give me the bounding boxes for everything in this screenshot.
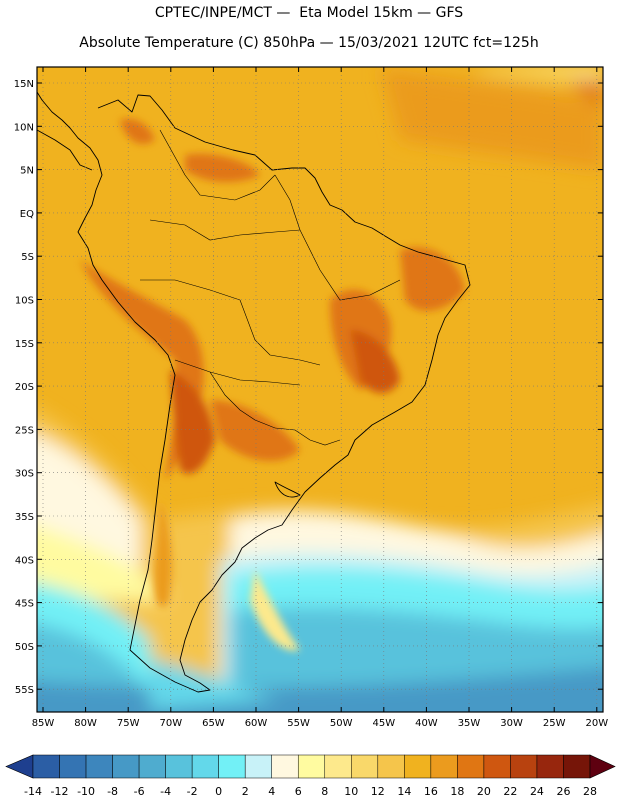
lat-label: 15N [14, 79, 34, 90]
colorbar-label: 2 [242, 785, 249, 798]
colorbar-label: 20 [477, 785, 491, 798]
lat-label: 55S [15, 685, 34, 696]
colorbar-label: 16 [424, 785, 438, 798]
colorbar [5, 754, 616, 779]
colorbar-swatch [483, 754, 511, 779]
lon-label: 35W [458, 718, 481, 729]
longitude-labels: 85W 80W 75W 70W 65W 60W 55W 50W 45W 40W 35W 30W 25W 2… [32, 718, 609, 729]
lon-label: 20W [585, 718, 608, 729]
colorbar-labels: -14 -12 -10 -8 -6 -4 -2 0 2 4 6 8 10 12 14 16 18 20 22 24 26… [24, 785, 597, 798]
colorbar-label: 8 [321, 785, 328, 798]
lat-label: 25S [15, 425, 34, 436]
lon-label: 50W [330, 718, 353, 729]
colorbar-swatch [297, 754, 326, 779]
lon-label: 65W [202, 718, 225, 729]
colorbar-label: -6 [134, 785, 145, 798]
lon-label: 85W [32, 718, 55, 729]
colorbar-label: 18 [450, 785, 464, 798]
colorbar-swatch [563, 754, 591, 779]
lat-label: 35S [15, 512, 34, 523]
colorbar-label: 24 [530, 785, 544, 798]
title-line-1: CPTEC/INPE/MCT — Eta Model 15km — GFS [154, 5, 464, 21]
colorbar-swatch [404, 754, 432, 779]
colorbar-swatch [165, 754, 193, 779]
colorbar-swatch [112, 754, 140, 779]
latitude-labels: 15N 10N 5N EQ 5S 10S 15S 20S 25S 30S 35S 40S 45S 50S 5… [14, 79, 34, 696]
lat-label: 5S [21, 252, 34, 263]
lat-label: EQ [20, 209, 34, 220]
lon-label: 30W [500, 718, 523, 729]
lon-label: 55W [287, 718, 310, 729]
lat-label: 15S [15, 339, 34, 350]
colorbar-label: -8 [107, 785, 118, 798]
lat-label: 45S [15, 599, 34, 610]
lon-label: 45W [372, 718, 395, 729]
colorbar-label: -10 [77, 785, 95, 798]
lon-label: 70W [159, 718, 182, 729]
country-borders [140, 129, 401, 446]
lat-label: 10S [15, 296, 34, 307]
colorbar-label: -4 [160, 785, 171, 798]
colorbar-label: 12 [371, 785, 385, 798]
lon-label: 60W [245, 718, 268, 729]
colorbar-swatch [85, 754, 113, 779]
lon-label: 75W [117, 718, 140, 729]
colorbar-label: 6 [295, 785, 302, 798]
colorbar-swatch [510, 754, 538, 779]
colorbar-swatch [59, 754, 87, 779]
lon-label: 40W [415, 718, 438, 729]
coastline [37, 91, 471, 693]
lat-label: 5N [20, 166, 34, 177]
lat-label: 40S [15, 555, 34, 566]
colorbar-swatch [271, 754, 299, 779]
colorbar-label: 0 [215, 785, 222, 798]
colorbar-label: 14 [397, 785, 411, 798]
colorbar-left-arrow [5, 754, 34, 779]
colorbar-label: -12 [51, 785, 69, 798]
colorbar-swatch [191, 754, 219, 779]
colorbar-swatch [218, 754, 246, 779]
colorbar-swatch [430, 754, 458, 779]
lon-label: 80W [74, 718, 97, 729]
axis-ticks [37, 67, 603, 712]
colorbar-label: -2 [187, 785, 198, 798]
colorbar-swatch [138, 754, 166, 779]
colorbar-swatch [32, 754, 60, 779]
colorbar-label: 28 [583, 785, 597, 798]
colorbar-swatch [351, 754, 379, 779]
colorbar-label: 26 [556, 785, 570, 798]
lat-label: 10N [14, 122, 34, 133]
colorbar-label: 10 [344, 785, 358, 798]
colorbar-swatch [244, 754, 272, 779]
colorbar-swatch [377, 754, 405, 779]
lat-label: 50S [15, 642, 34, 653]
map-frame [36, 66, 604, 713]
lat-label: 20S [15, 382, 34, 393]
colorbar-right-arrow [589, 754, 616, 779]
title-line-2: Absolute Temperature (C) 850hPa — 15/03/… [79, 35, 539, 51]
colorbar-swatch [536, 754, 564, 779]
colorbar-label: 4 [268, 785, 275, 798]
colorbar-label: -14 [24, 785, 42, 798]
temperature-field [37, 67, 603, 712]
colorbar-label: 22 [503, 785, 517, 798]
colorbar-swatch [457, 754, 485, 779]
colorbar-swatch [324, 754, 352, 779]
lon-label: 25W [543, 718, 566, 729]
lat-label: 30S [15, 469, 34, 480]
